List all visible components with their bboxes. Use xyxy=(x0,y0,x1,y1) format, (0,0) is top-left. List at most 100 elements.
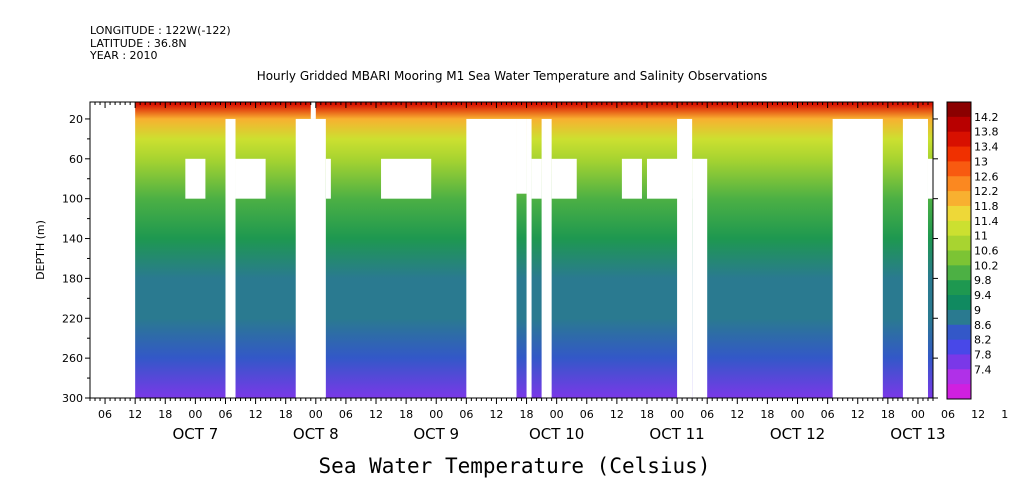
colorbar-swatch xyxy=(947,324,971,341)
x-tick-label: 12 xyxy=(128,408,142,421)
colorbar-swatch xyxy=(947,280,971,296)
x-tick-label: 00 xyxy=(791,408,805,421)
x-tick-label: 18 xyxy=(279,408,293,421)
colorbar-swatch xyxy=(947,116,971,133)
x-tick-label: 18 xyxy=(760,408,774,421)
data-gap xyxy=(295,118,326,399)
colorbar-label: 10.2 xyxy=(974,259,999,272)
x-date-label: OCT 8 xyxy=(293,425,339,443)
x-tick-label: 18 xyxy=(158,408,172,421)
colorbar-label: 8.6 xyxy=(974,319,992,332)
data-gap xyxy=(381,158,432,199)
x-tick-label: 06 xyxy=(821,408,835,421)
x-tick-label: 12 xyxy=(610,408,624,421)
y-tick-label: 60 xyxy=(69,153,83,166)
colorbar-swatch xyxy=(947,235,971,251)
x-tick-label: 06 xyxy=(580,408,594,421)
colorbar-label: 13.4 xyxy=(974,141,999,154)
y-tick-label: 100 xyxy=(62,193,83,206)
data-gap xyxy=(621,158,642,199)
data-gap xyxy=(551,158,577,199)
x-tick-label: 00 xyxy=(911,408,925,421)
chart-title: Hourly Gridded MBARI Mooring M1 Sea Wate… xyxy=(256,69,768,83)
data-gap xyxy=(325,158,331,199)
x-date-label: OCT 13 xyxy=(890,425,945,443)
header-year: YEAR : 2010 xyxy=(90,49,158,62)
colorbar-swatch xyxy=(947,176,971,192)
colorbar-swatch xyxy=(947,220,971,237)
colorbar-swatch xyxy=(947,309,971,326)
data-gap xyxy=(310,102,316,119)
x-date-label: OCT 7 xyxy=(172,425,218,443)
colorbar-label: 10.6 xyxy=(974,245,999,258)
y-tick-label: 140 xyxy=(62,233,83,246)
x-tick-label: 12 xyxy=(730,408,744,421)
x-date-label: OCT 10 xyxy=(529,425,584,443)
colorbar-label: 13 xyxy=(974,155,988,168)
x-tick-label: 00 xyxy=(429,408,443,421)
x-tick-label: 06 xyxy=(459,408,473,421)
y-tick-label: 260 xyxy=(62,352,83,365)
x-tick-label: 18 xyxy=(640,408,654,421)
colorbar-label: 7.8 xyxy=(974,348,992,361)
x-tick-label: 00 xyxy=(309,408,323,421)
colorbar-swatch xyxy=(947,102,971,118)
colorbar-swatch xyxy=(947,339,971,355)
colorbar-label: 13.8 xyxy=(974,126,999,139)
x-tick-label: 18 xyxy=(881,408,895,421)
x-tick-label: 06 xyxy=(941,408,955,421)
data-gap xyxy=(235,158,266,199)
x-tick-label: 06 xyxy=(339,408,353,421)
x-date-label: OCT 12 xyxy=(770,425,825,443)
colorbar-swatch xyxy=(947,295,971,311)
data-gap xyxy=(677,118,693,399)
colorbar-label: 11.4 xyxy=(974,215,999,228)
colorbar-label: 9.8 xyxy=(974,274,992,287)
x-tick-label: 18 xyxy=(1001,408,1009,421)
data-gap xyxy=(832,118,883,399)
colorbar: 14.2 13.8 13.413 12.6 12.2 11.8 11.4 11 10.610.2… xyxy=(946,101,999,400)
colorbar-swatch xyxy=(947,146,971,162)
colorbar-label: 8.2 xyxy=(974,334,992,347)
colorbar-label: 7.4 xyxy=(974,363,992,376)
header-longitude: LONGITUDE : 122W(-122) xyxy=(90,24,231,37)
colorbar-swatch xyxy=(947,384,971,400)
x-tick-label: 18 xyxy=(520,408,534,421)
y-tick-label: 180 xyxy=(62,272,83,285)
x-tick-label: 06 xyxy=(700,408,714,421)
x-tick-label: 12 xyxy=(851,408,865,421)
colorbar-swatch xyxy=(947,131,971,148)
x-tick-label: 00 xyxy=(670,408,684,421)
x-tick-label: 06 xyxy=(98,408,112,421)
data-gaps xyxy=(90,102,933,399)
data-gap xyxy=(526,118,532,399)
x-tick-label: 18 xyxy=(399,408,413,421)
colorbar-label: 12.2 xyxy=(974,185,999,198)
x-axis-title: Sea Water Temperature (Celsius) xyxy=(318,454,711,478)
colorbar-swatch xyxy=(947,265,971,281)
colorbar-swatch xyxy=(947,354,971,370)
data-gap xyxy=(466,118,517,399)
x-tick-label: 12 xyxy=(369,408,383,421)
x-tick-label: 00 xyxy=(550,408,564,421)
data-gap xyxy=(225,118,236,399)
data-gap xyxy=(185,158,206,199)
colorbar-swatch xyxy=(947,250,971,266)
colorbar-label: 12.6 xyxy=(974,170,999,183)
data-gap xyxy=(692,158,708,398)
data-gap xyxy=(902,118,928,399)
colorbar-swatch xyxy=(947,161,971,177)
x-tick-label: 12 xyxy=(489,408,503,421)
colorbar-label: 14.2 xyxy=(974,111,999,124)
x-tick-label: 12 xyxy=(249,408,263,421)
y-tick-label: 300 xyxy=(62,392,83,405)
colorbar-swatch xyxy=(947,205,971,222)
x-tick-label: 06 xyxy=(218,408,232,421)
y-tick-label: 20 xyxy=(69,113,83,126)
data-gap xyxy=(531,158,542,199)
colorbar-label: 11.8 xyxy=(974,200,999,213)
colorbar-swatch xyxy=(947,191,971,207)
data-gap xyxy=(516,118,527,194)
header-latitude: LATITUDE : 36.8N xyxy=(90,37,187,50)
